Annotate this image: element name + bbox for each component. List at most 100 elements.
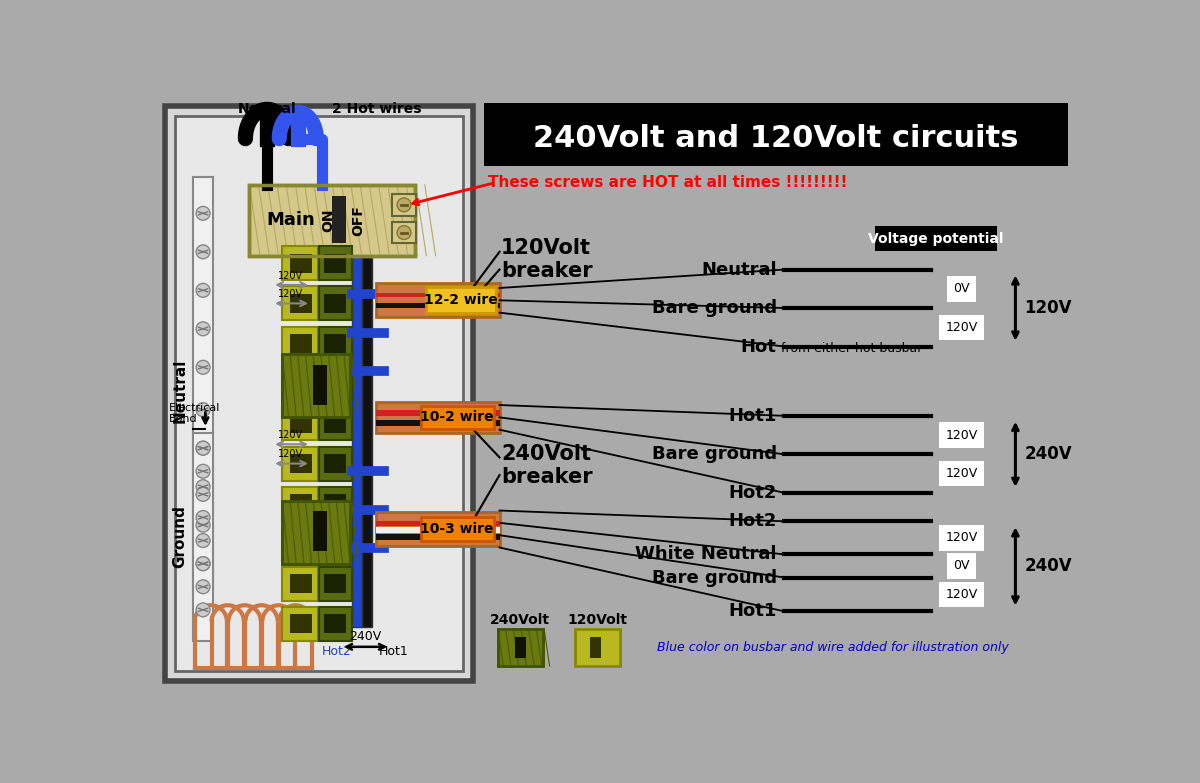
Text: 120V: 120V bbox=[946, 428, 978, 442]
Circle shape bbox=[196, 557, 210, 571]
Text: 240V: 240V bbox=[1025, 446, 1073, 464]
Text: 240Volt: 240Volt bbox=[491, 613, 551, 627]
Circle shape bbox=[196, 557, 210, 571]
Text: OFF: OFF bbox=[352, 205, 366, 236]
Text: 10-2 wire: 10-2 wire bbox=[420, 410, 494, 424]
Text: Bare ground: Bare ground bbox=[652, 299, 776, 317]
Text: Hot1: Hot1 bbox=[728, 602, 776, 620]
Bar bbox=[362, 234, 372, 627]
Bar bbox=[282, 567, 318, 601]
Bar bbox=[250, 185, 415, 256]
Bar bbox=[575, 629, 619, 666]
Bar bbox=[290, 334, 312, 352]
Circle shape bbox=[196, 245, 210, 258]
Text: Main: Main bbox=[266, 211, 314, 229]
Circle shape bbox=[196, 603, 210, 617]
Text: 2 Hot wires: 2 Hot wires bbox=[331, 103, 421, 116]
Circle shape bbox=[196, 464, 210, 478]
Circle shape bbox=[196, 360, 210, 374]
Text: Ground: Ground bbox=[173, 505, 187, 568]
Text: Hot2: Hot2 bbox=[728, 512, 776, 530]
Bar bbox=[498, 629, 542, 666]
Text: 0V: 0V bbox=[953, 560, 970, 572]
Bar bbox=[377, 293, 499, 298]
Circle shape bbox=[397, 198, 410, 211]
Bar bbox=[290, 294, 312, 312]
Bar bbox=[282, 327, 318, 360]
Text: Hot1: Hot1 bbox=[378, 644, 408, 658]
Text: 120V: 120V bbox=[277, 430, 302, 440]
Text: 120Volt
breaker: 120Volt breaker bbox=[502, 238, 593, 281]
Text: Neutral: Neutral bbox=[173, 359, 187, 423]
Bar bbox=[324, 575, 346, 593]
Bar bbox=[324, 414, 346, 433]
Text: 120V: 120V bbox=[1025, 299, 1072, 317]
Bar bbox=[324, 254, 346, 272]
Bar bbox=[875, 226, 997, 251]
Bar bbox=[377, 420, 499, 426]
Text: Electrical
Bond: Electrical Bond bbox=[168, 402, 220, 424]
Circle shape bbox=[196, 580, 210, 594]
Bar bbox=[282, 354, 350, 417]
Bar bbox=[319, 327, 352, 360]
Bar bbox=[319, 567, 352, 601]
Text: Hot2: Hot2 bbox=[728, 484, 776, 502]
Text: Bare ground: Bare ground bbox=[652, 446, 776, 464]
Text: Blue color on busbar and wire added for illustration only: Blue color on busbar and wire added for … bbox=[658, 641, 1009, 654]
Bar bbox=[324, 615, 346, 633]
Circle shape bbox=[196, 283, 210, 298]
Bar bbox=[324, 374, 346, 393]
Bar bbox=[313, 511, 328, 551]
Bar bbox=[484, 103, 1068, 166]
Text: Hot2: Hot2 bbox=[322, 644, 352, 658]
Text: 240Volt and 120Volt circuits: 240Volt and 120Volt circuits bbox=[533, 124, 1019, 153]
Bar bbox=[391, 194, 416, 215]
Bar bbox=[282, 527, 318, 561]
Text: 120V: 120V bbox=[946, 588, 978, 601]
Bar bbox=[174, 116, 463, 672]
Bar bbox=[324, 294, 346, 312]
Bar bbox=[282, 446, 318, 481]
Circle shape bbox=[196, 511, 210, 525]
Bar bbox=[377, 535, 499, 539]
Bar bbox=[164, 106, 473, 681]
Bar bbox=[290, 575, 312, 593]
Circle shape bbox=[196, 322, 210, 336]
Circle shape bbox=[196, 480, 210, 493]
Bar bbox=[319, 607, 352, 640]
Text: 120V: 120V bbox=[946, 321, 978, 334]
Bar bbox=[324, 535, 346, 553]
Bar bbox=[319, 527, 352, 561]
Text: 120Volt: 120Volt bbox=[568, 613, 628, 627]
Bar bbox=[421, 406, 494, 429]
Bar bbox=[282, 487, 318, 521]
Text: 12-2 wire: 12-2 wire bbox=[424, 294, 498, 307]
Bar bbox=[290, 454, 312, 473]
Bar bbox=[282, 500, 350, 564]
Bar bbox=[282, 354, 350, 417]
Bar bbox=[250, 185, 415, 256]
Text: 240Volt
breaker: 240Volt breaker bbox=[502, 443, 593, 487]
Bar bbox=[515, 637, 526, 659]
Circle shape bbox=[196, 518, 210, 532]
Text: 240V: 240V bbox=[349, 630, 382, 643]
Bar bbox=[498, 629, 542, 666]
Text: These screws are HOT at all times !!!!!!!!!: These screws are HOT at all times !!!!!!… bbox=[488, 175, 847, 190]
Bar bbox=[377, 283, 499, 317]
Bar bbox=[324, 334, 346, 352]
Bar bbox=[282, 366, 318, 400]
Bar bbox=[377, 521, 499, 526]
Bar bbox=[331, 196, 346, 244]
Circle shape bbox=[397, 226, 410, 240]
Bar bbox=[324, 454, 346, 473]
Bar bbox=[391, 222, 416, 244]
Text: Bare ground: Bare ground bbox=[652, 568, 776, 586]
Text: 240V: 240V bbox=[1025, 557, 1073, 576]
Circle shape bbox=[196, 442, 210, 455]
Bar bbox=[290, 254, 312, 272]
Text: Neutral: Neutral bbox=[701, 261, 776, 279]
Bar bbox=[319, 446, 352, 481]
Bar bbox=[282, 500, 350, 564]
Text: ON: ON bbox=[320, 208, 335, 232]
Text: 120V: 120V bbox=[277, 449, 302, 460]
